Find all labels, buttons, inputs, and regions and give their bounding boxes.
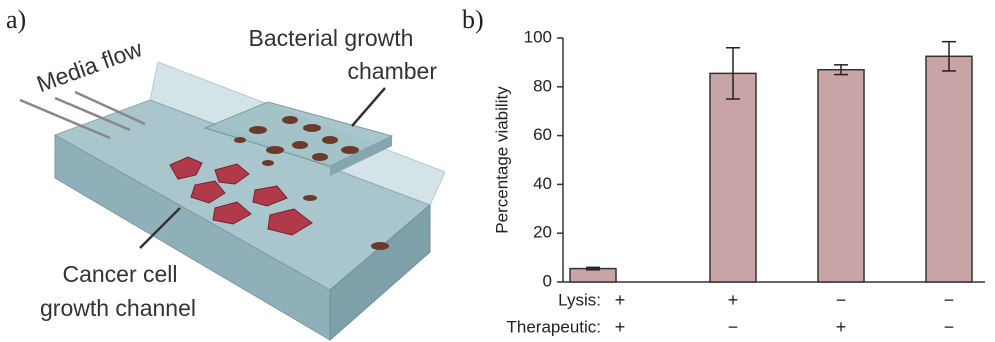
panel-label: a) bbox=[6, 5, 26, 34]
figure: a) b) Media flow Bacterial growth chambe… bbox=[0, 0, 995, 342]
annotation: chamber bbox=[348, 58, 438, 84]
y-tick-label: 20 bbox=[533, 223, 552, 242]
y-tick-label: 40 bbox=[533, 174, 552, 193]
y-axis-label: Percentage viability bbox=[492, 86, 511, 234]
y-tick-label: 0 bbox=[543, 271, 552, 290]
panel-label: b) bbox=[462, 5, 484, 34]
bar bbox=[570, 269, 616, 282]
condition-label: Lysis: bbox=[558, 290, 601, 309]
condition-sign: − bbox=[944, 317, 955, 337]
bar-chart: 0 20 40 60 80 100 Percentage viability Lysis: + +… bbox=[492, 27, 985, 336]
condition-sign: − bbox=[944, 290, 955, 310]
annotation: Bacterial growth bbox=[249, 25, 414, 51]
condition-sign: + bbox=[836, 317, 847, 337]
condition-sign: + bbox=[728, 290, 739, 310]
y-tick-label: 60 bbox=[533, 125, 552, 144]
condition-sign: − bbox=[728, 317, 739, 337]
bar bbox=[818, 70, 864, 282]
bar bbox=[710, 73, 756, 282]
annotation: Media flow bbox=[33, 35, 146, 97]
condition-sign: − bbox=[836, 290, 847, 310]
condition-label: Therapeutic: bbox=[507, 317, 602, 336]
annotation: Cancer cell bbox=[62, 261, 177, 287]
y-tick-label: 100 bbox=[524, 27, 552, 46]
illustration: Media flow Bacterial growth chamber Canc… bbox=[20, 25, 445, 340]
condition-sign: + bbox=[615, 317, 626, 337]
y-tick-label: 80 bbox=[533, 76, 552, 95]
bar bbox=[926, 56, 972, 282]
condition-sign: + bbox=[615, 290, 626, 310]
annotation: growth channel bbox=[40, 295, 196, 321]
